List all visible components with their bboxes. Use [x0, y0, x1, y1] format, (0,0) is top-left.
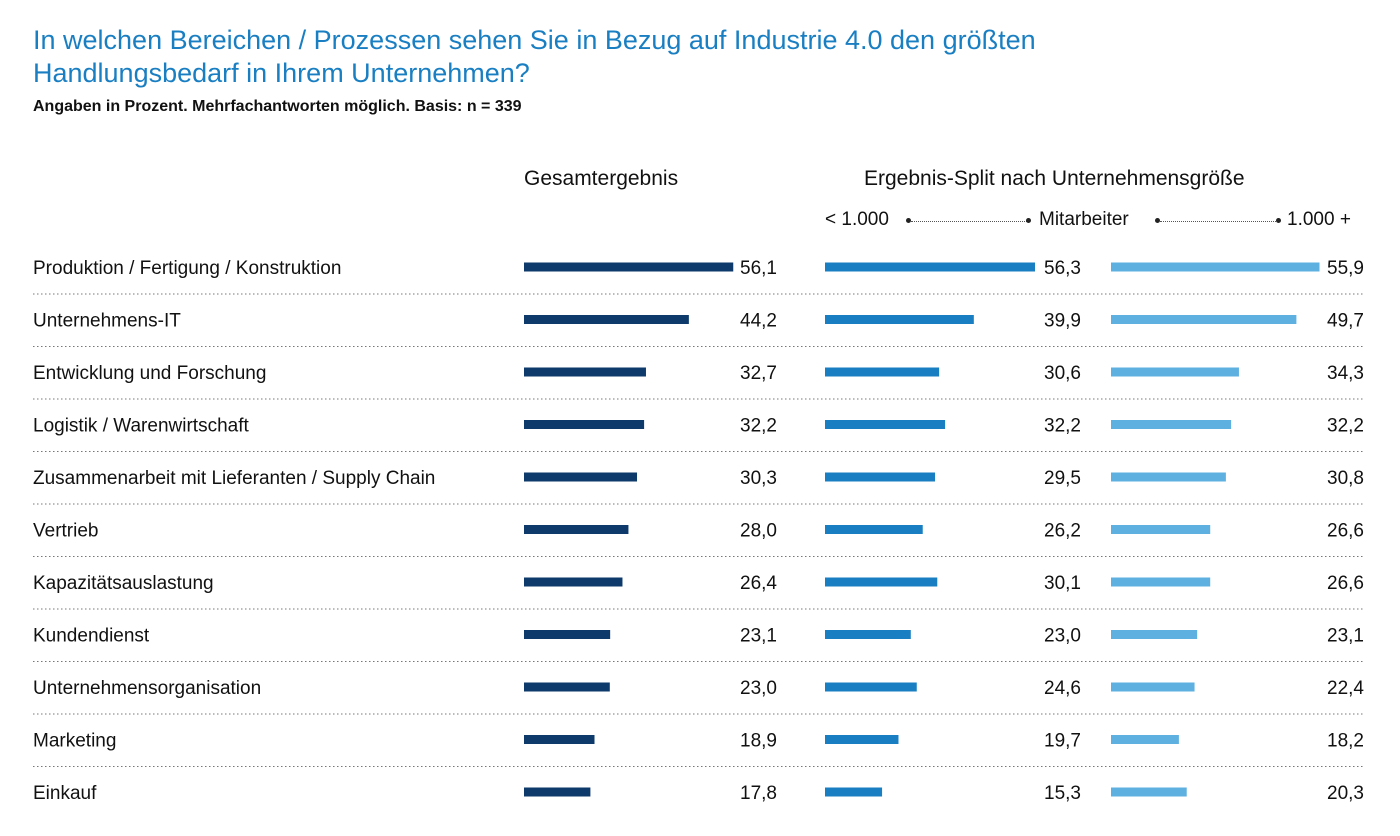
bar-large: [1111, 630, 1198, 639]
bar-small: [825, 472, 936, 482]
data-label-total: 30,3: [740, 468, 777, 489]
data-label-total: 18,9: [740, 731, 777, 752]
data-label-small: 30,6: [1044, 363, 1081, 384]
data-label-large: 26,6: [1327, 521, 1364, 542]
chart-subtitle: Angaben in Prozent. Mehrfachantworten mö…: [33, 98, 522, 115]
data-label-total: 23,1: [740, 626, 777, 647]
data-label-small: 23,0: [1044, 626, 1081, 647]
bar-large: [1111, 420, 1232, 429]
column-header-total: Gesamtergebnis: [524, 167, 679, 190]
category-label: Logistik / Warenwirtschaft: [33, 416, 249, 437]
scale-label-small: < 1.000: [825, 209, 889, 230]
scale-dot: [906, 218, 911, 223]
bar-small: [825, 420, 946, 429]
category-label: Kapazitätsauslastung: [33, 573, 214, 594]
category-label: Vertrieb: [33, 521, 98, 542]
data-label-large: 34,3: [1327, 363, 1364, 384]
data-label-total: 26,4: [740, 573, 777, 594]
bar-large: [1111, 735, 1179, 744]
column-header-split: Ergebnis-Split nach Unternehmensgröße: [864, 167, 1245, 190]
bar-total: [524, 682, 610, 692]
bar-small: [825, 787, 883, 797]
bar-total: [524, 420, 645, 429]
bar-total: [524, 577, 623, 587]
data-label-small: 32,2: [1044, 416, 1081, 437]
data-label-small: 19,7: [1044, 731, 1081, 752]
data-label-large: 20,3: [1327, 783, 1364, 804]
data-label-large: 23,1: [1327, 626, 1364, 647]
data-label-small: 39,9: [1044, 311, 1081, 332]
bar-total: [524, 367, 646, 377]
bar-small: [825, 577, 938, 587]
bar-total: [524, 472, 638, 482]
bar-large: [1111, 682, 1195, 692]
category-label: Entwicklung und Forschung: [33, 363, 266, 384]
bar-small: [825, 682, 917, 692]
category-label: Zusammenarbeit mit Lieferanten / Supply …: [33, 468, 435, 489]
bar-small: [825, 367, 940, 377]
category-label: Kundendienst: [33, 626, 150, 647]
data-label-small: 15,3: [1044, 783, 1081, 804]
data-label-large: 18,2: [1327, 731, 1364, 752]
data-label-large: 22,4: [1327, 678, 1364, 699]
bar-small: [825, 315, 974, 324]
data-label-total: 56,1: [740, 258, 777, 279]
bar-total: [524, 787, 591, 797]
bar-large: [1111, 472, 1226, 482]
data-label-large: 49,7: [1327, 311, 1364, 332]
bar-small: [825, 525, 923, 534]
bar-total: [524, 735, 595, 744]
bar-small: [825, 735, 899, 744]
data-label-total: 23,0: [740, 678, 777, 699]
data-label-small: 24,6: [1044, 678, 1081, 699]
scale-connector: [1160, 221, 1276, 222]
data-label-total: 28,0: [740, 521, 777, 542]
bar-large: [1111, 525, 1211, 534]
scale-dot: [1026, 218, 1031, 223]
scale-label-large: 1.000 +: [1287, 209, 1351, 230]
bar-large: [1111, 577, 1211, 587]
scale-label-mid: Mitarbeiter: [1039, 209, 1129, 230]
data-label-total: 17,8: [740, 783, 777, 804]
category-label: Produktion / Fertigung / Konstruktion: [33, 258, 341, 279]
data-label-total: 32,7: [740, 363, 777, 384]
data-label-small: 26,2: [1044, 521, 1081, 542]
bar-large: [1111, 787, 1187, 797]
data-label-large: 26,6: [1327, 573, 1364, 594]
category-label: Einkauf: [33, 783, 97, 804]
chart-title: In welchen Bereichen / Prozessen sehen S…: [33, 25, 1036, 88]
bar-large: [1111, 315, 1297, 324]
bar-large: [1111, 262, 1320, 272]
category-label: Unternehmensorganisation: [33, 678, 261, 699]
scale-dot: [1155, 218, 1160, 223]
bar-total: [524, 630, 611, 639]
category-label: Unternehmens-IT: [33, 311, 181, 332]
data-label-total: 44,2: [740, 311, 777, 332]
category-label: Marketing: [33, 731, 116, 752]
data-label-small: 56,3: [1044, 258, 1081, 279]
bar-small: [825, 630, 911, 639]
data-label-large: 32,2: [1327, 416, 1364, 437]
bar-total: [524, 525, 629, 534]
data-label-total: 32,2: [740, 416, 777, 437]
bar-total: [524, 262, 734, 272]
scale-dot: [1276, 218, 1281, 223]
bar-small: [825, 262, 1035, 272]
bar-total: [524, 315, 689, 324]
scale-connector: [911, 221, 1027, 222]
data-label-large: 55,9: [1327, 258, 1364, 279]
data-label-small: 30,1: [1044, 573, 1081, 594]
data-label-large: 30,8: [1327, 468, 1364, 489]
data-label-small: 29,5: [1044, 468, 1081, 489]
bar-large: [1111, 367, 1239, 377]
